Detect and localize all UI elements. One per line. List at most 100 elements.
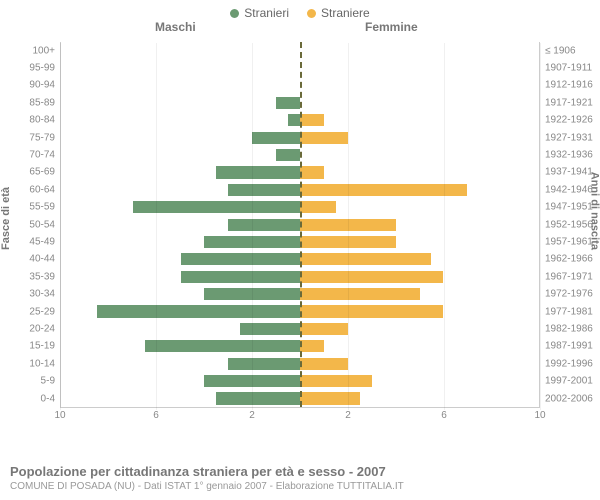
birth-label: 2002-2006 bbox=[545, 393, 593, 404]
bar-female bbox=[300, 323, 348, 335]
age-label: 30-34 bbox=[29, 289, 55, 300]
bar-male bbox=[216, 166, 300, 178]
age-label: 70-74 bbox=[29, 150, 55, 161]
bar-male bbox=[97, 305, 300, 317]
legend-female-label: Straniere bbox=[321, 6, 370, 20]
age-label: 5-9 bbox=[41, 376, 55, 387]
birth-label: 1997-2001 bbox=[545, 376, 593, 387]
birth-label: 1942-1946 bbox=[545, 184, 593, 195]
bar-male bbox=[276, 149, 300, 161]
age-label: 80-84 bbox=[29, 115, 55, 126]
bar-female bbox=[300, 166, 324, 178]
bar-male bbox=[228, 219, 300, 231]
bar-female bbox=[300, 132, 348, 144]
legend-male-dot bbox=[230, 9, 239, 18]
birth-label: 1907-1911 bbox=[545, 63, 592, 74]
age-label: 75-79 bbox=[29, 132, 55, 143]
birth-label: 1987-1991 bbox=[545, 341, 593, 352]
birth-label: 1952-1956 bbox=[545, 219, 593, 230]
age-label: 100+ bbox=[32, 45, 55, 56]
legend-female-dot bbox=[307, 9, 316, 18]
age-label: 50-54 bbox=[29, 219, 55, 230]
age-label: 85-89 bbox=[29, 97, 55, 108]
grid-line bbox=[444, 43, 445, 410]
bar-male bbox=[228, 358, 300, 370]
bar-female bbox=[300, 392, 360, 404]
chart-subtitle: COMUNE DI POSADA (NU) - Dati ISTAT 1° ge… bbox=[10, 481, 590, 492]
legend-female: Straniere bbox=[307, 6, 370, 20]
birth-label: 1912-1916 bbox=[545, 80, 593, 91]
column-headers: Maschi Femmine bbox=[0, 20, 600, 38]
chart-title: Popolazione per cittadinanza straniera p… bbox=[10, 464, 590, 479]
bar-male bbox=[240, 323, 300, 335]
grid-line bbox=[156, 43, 157, 410]
x-tick-label: 10 bbox=[54, 410, 65, 421]
bar-male bbox=[252, 132, 300, 144]
bar-female bbox=[300, 114, 324, 126]
birth-label: 1947-1951 bbox=[545, 202, 593, 213]
bar-male bbox=[216, 392, 300, 404]
birth-label: 1962-1966 bbox=[545, 254, 593, 265]
age-label: 0-4 bbox=[41, 393, 55, 404]
bar-female bbox=[300, 340, 324, 352]
age-label: 95-99 bbox=[29, 63, 55, 74]
grid-line bbox=[540, 43, 541, 410]
bar-male bbox=[276, 97, 300, 109]
age-label: 35-39 bbox=[29, 271, 55, 282]
birth-label: 1992-1996 bbox=[545, 358, 593, 369]
birth-label: 1977-1981 bbox=[545, 306, 593, 317]
birth-label: 1927-1931 bbox=[545, 132, 593, 143]
bar-female bbox=[300, 305, 443, 317]
bar-female bbox=[300, 271, 443, 283]
birth-label: 1922-1926 bbox=[545, 115, 593, 126]
bar-male bbox=[181, 271, 301, 283]
birth-label: 1972-1976 bbox=[545, 289, 593, 300]
x-tick-label: 6 bbox=[441, 410, 447, 421]
birth-label: 1957-1961 bbox=[545, 236, 593, 247]
grid-line bbox=[252, 43, 253, 410]
legend: Stranieri Straniere bbox=[0, 0, 600, 20]
bar-female bbox=[300, 358, 348, 370]
x-ticks: 10622610 bbox=[60, 408, 540, 428]
x-tick-label: 10 bbox=[534, 410, 545, 421]
x-tick-label: 6 bbox=[153, 410, 159, 421]
footer: Popolazione per cittadinanza straniera p… bbox=[10, 464, 590, 492]
age-label: 60-64 bbox=[29, 184, 55, 195]
chart-rows: 100+≤ 190695-991907-191190-941912-191685… bbox=[60, 42, 540, 408]
bar-male bbox=[145, 340, 300, 352]
legend-male-label: Stranieri bbox=[244, 6, 289, 20]
header-maschi: Maschi bbox=[155, 20, 196, 34]
grid-line bbox=[348, 43, 349, 410]
bar-male bbox=[228, 184, 300, 196]
legend-male: Stranieri bbox=[230, 6, 289, 20]
age-label: 25-29 bbox=[29, 306, 55, 317]
age-label: 15-19 bbox=[29, 341, 55, 352]
age-label: 55-59 bbox=[29, 202, 55, 213]
age-label: 90-94 bbox=[29, 80, 55, 91]
birth-label: 1937-1941 bbox=[545, 167, 593, 178]
bar-female bbox=[300, 375, 372, 387]
header-femmine: Femmine bbox=[365, 20, 418, 34]
birth-label: 1967-1971 bbox=[545, 271, 593, 282]
bar-male bbox=[133, 201, 300, 213]
bar-male bbox=[181, 253, 301, 265]
age-label: 45-49 bbox=[29, 236, 55, 247]
grid-line bbox=[60, 43, 61, 410]
birth-label: 1982-1986 bbox=[545, 323, 593, 334]
age-label: 65-69 bbox=[29, 167, 55, 178]
bar-female bbox=[300, 253, 431, 265]
pyramid-chart: 100+≤ 190695-991907-191190-941912-191685… bbox=[60, 42, 540, 428]
yaxis-title-left: Fasce di età bbox=[0, 187, 12, 250]
bar-male bbox=[288, 114, 300, 126]
bar-female bbox=[300, 201, 336, 213]
x-tick-label: 2 bbox=[249, 410, 255, 421]
age-label: 10-14 bbox=[29, 358, 55, 369]
age-label: 20-24 bbox=[29, 323, 55, 334]
x-tick-label: 2 bbox=[345, 410, 351, 421]
birth-label: 1917-1921 bbox=[545, 97, 593, 108]
bar-female bbox=[300, 184, 467, 196]
birth-label: ≤ 1906 bbox=[545, 45, 576, 56]
birth-label: 1932-1936 bbox=[545, 150, 593, 161]
age-label: 40-44 bbox=[29, 254, 55, 265]
bar-female bbox=[300, 288, 420, 300]
